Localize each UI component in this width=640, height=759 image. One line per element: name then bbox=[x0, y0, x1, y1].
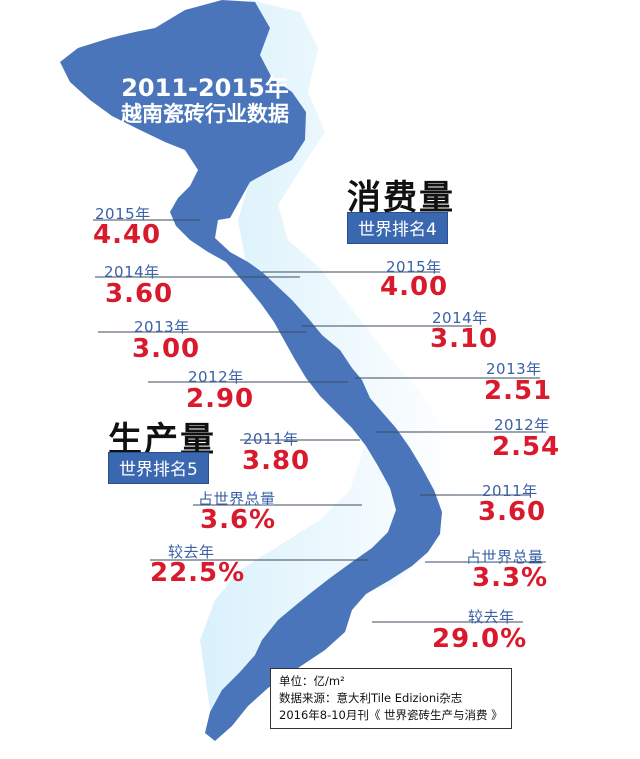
consumption-value-2013: 2.51 bbox=[484, 376, 553, 406]
production-year-2011: 2011年 bbox=[243, 430, 299, 448]
production-share-value: 3.6% bbox=[200, 505, 277, 535]
production-share-label: 占世界总量 bbox=[198, 490, 276, 508]
production-value-2013: 3.00 bbox=[132, 334, 201, 364]
consumption-value-2015: 4.00 bbox=[380, 272, 449, 302]
consumption-value-2012: 2.54 bbox=[492, 432, 561, 462]
consumption-year-2012: 2012年 bbox=[494, 416, 550, 434]
map-country bbox=[60, 0, 442, 741]
note-publication: 2016年8-10月刊《 世界瓷砖生产与消费 》 bbox=[279, 708, 503, 722]
consumption-value-2011: 3.60 bbox=[478, 497, 547, 527]
note-source: 数据来源：意大利Tile Edizioni杂志 bbox=[279, 691, 463, 705]
production-growth-label: 较去年 bbox=[168, 543, 215, 561]
consumption-year-2015: 2015年 bbox=[386, 258, 442, 276]
production-growth-value: 22.5% bbox=[150, 558, 246, 588]
production-rank-badge: 世界排名5 bbox=[108, 452, 209, 484]
production-year-2013: 2013年 bbox=[134, 318, 190, 336]
production-year-2012: 2012年 bbox=[188, 368, 244, 386]
consumption-share-value: 3.3% bbox=[472, 563, 549, 593]
consumption-rank-badge: 世界排名4 bbox=[347, 212, 448, 244]
consumption-growth-value: 29.0% bbox=[432, 624, 528, 654]
production-value-2015: 4.40 bbox=[93, 220, 162, 250]
title-line1: 2011-2015年 bbox=[121, 74, 289, 102]
consumption-year-2013: 2013年 bbox=[486, 360, 542, 378]
note-unit: 单位：亿/m² bbox=[279, 674, 345, 688]
consumption-year-2014: 2014年 bbox=[432, 309, 488, 327]
leader-lines bbox=[93, 219, 546, 623]
production-value-2014: 3.60 bbox=[105, 279, 174, 309]
consumption-year-2011: 2011年 bbox=[482, 482, 538, 500]
production-year-2015: 2015年 bbox=[95, 205, 151, 223]
production-value-2011: 3.80 bbox=[242, 446, 311, 476]
source-note: 单位：亿/m² 数据来源：意大利Tile Edizioni杂志 2016年8-1… bbox=[270, 668, 512, 729]
consumption-value-2014: 3.10 bbox=[430, 324, 499, 354]
production-year-2014: 2014年 bbox=[104, 263, 160, 281]
title-line2: 越南瓷砖行业数据 bbox=[121, 102, 289, 126]
production-value-2012: 2.90 bbox=[186, 384, 255, 414]
consumption-heading: 消费量 bbox=[347, 178, 455, 218]
consumption-growth-label: 较去年 bbox=[468, 608, 515, 626]
consumption-share-label: 占世界总量 bbox=[466, 548, 544, 566]
